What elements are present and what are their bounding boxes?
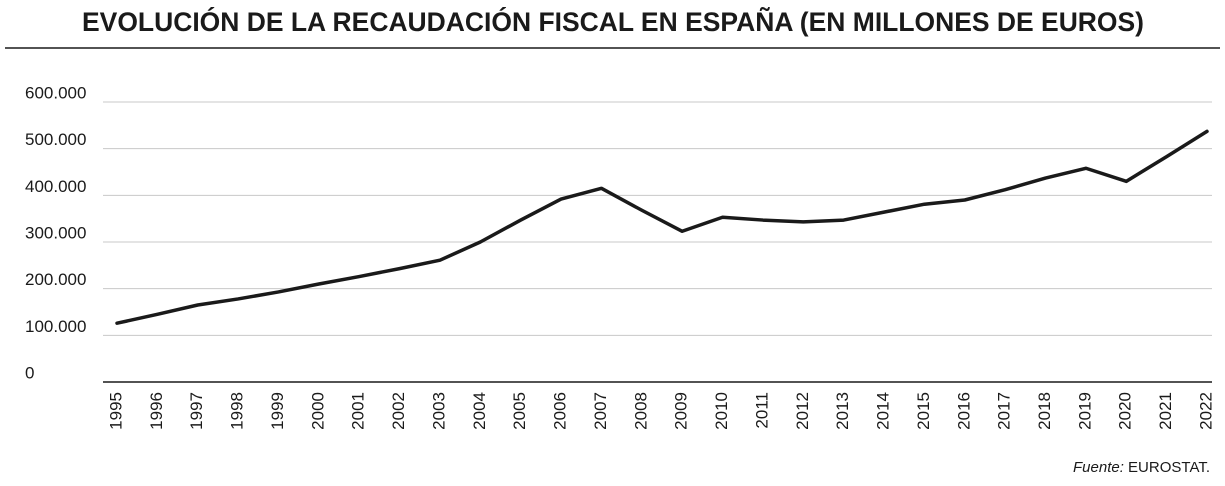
x-tick-label: 2000 [308, 392, 327, 430]
x-tick-label: 2011 [752, 392, 771, 429]
x-tick-label: 2009 [672, 392, 691, 430]
x-tick-label: 2013 [833, 392, 852, 430]
x-tick-label: 2019 [1075, 392, 1094, 430]
source: Fuente: EUROSTAT. [1073, 459, 1210, 476]
y-tick-label: 600.000 [25, 83, 86, 102]
x-tick-label: 2006 [551, 392, 570, 430]
x-tick-label: 1996 [147, 392, 166, 430]
y-tick-label: 0 [25, 363, 34, 382]
x-tick-label: 2003 [429, 392, 448, 430]
x-tick-label: 1999 [268, 392, 287, 430]
x-tick-label: 2012 [793, 392, 812, 430]
x-tick-label: 2004 [470, 392, 489, 430]
x-tick-label: 2010 [712, 392, 731, 430]
x-tick-label: 1997 [187, 392, 206, 430]
x-tick-label: 2020 [1116, 392, 1135, 430]
y-tick-label: 300.000 [25, 223, 86, 242]
y-tick-label: 100.000 [25, 317, 86, 336]
chart-title: EVOLUCIÓN DE LA RECAUDACIÓN FISCAL EN ES… [82, 6, 1144, 37]
x-tick-label: 2018 [1035, 392, 1054, 430]
x-tick-label: 2022 [1196, 392, 1215, 430]
x-tick-label: 2015 [914, 392, 933, 430]
y-tick-label: 400.000 [25, 177, 86, 196]
y-tick-label: 500.000 [25, 130, 86, 149]
x-tick-label: 1995 [106, 392, 125, 430]
x-tick-label: 2005 [510, 392, 529, 430]
source-label: Fuente: [1073, 459, 1124, 476]
x-tick-label: 1998 [228, 392, 247, 430]
x-tick-label: 2008 [631, 392, 650, 430]
x-tick-label: 2002 [389, 392, 408, 430]
x-tick-label: 2007 [591, 392, 610, 430]
x-tick-label: 2001 [349, 392, 368, 430]
x-tick-label: 2014 [874, 392, 893, 430]
source-name: EUROSTAT. [1128, 459, 1210, 476]
x-tick-label: 2017 [995, 392, 1014, 430]
data-line [115, 129, 1209, 325]
x-tick-label: 2021 [1156, 392, 1175, 430]
y-tick-label: 200.000 [25, 270, 86, 289]
x-tick-label: 2016 [954, 392, 973, 430]
